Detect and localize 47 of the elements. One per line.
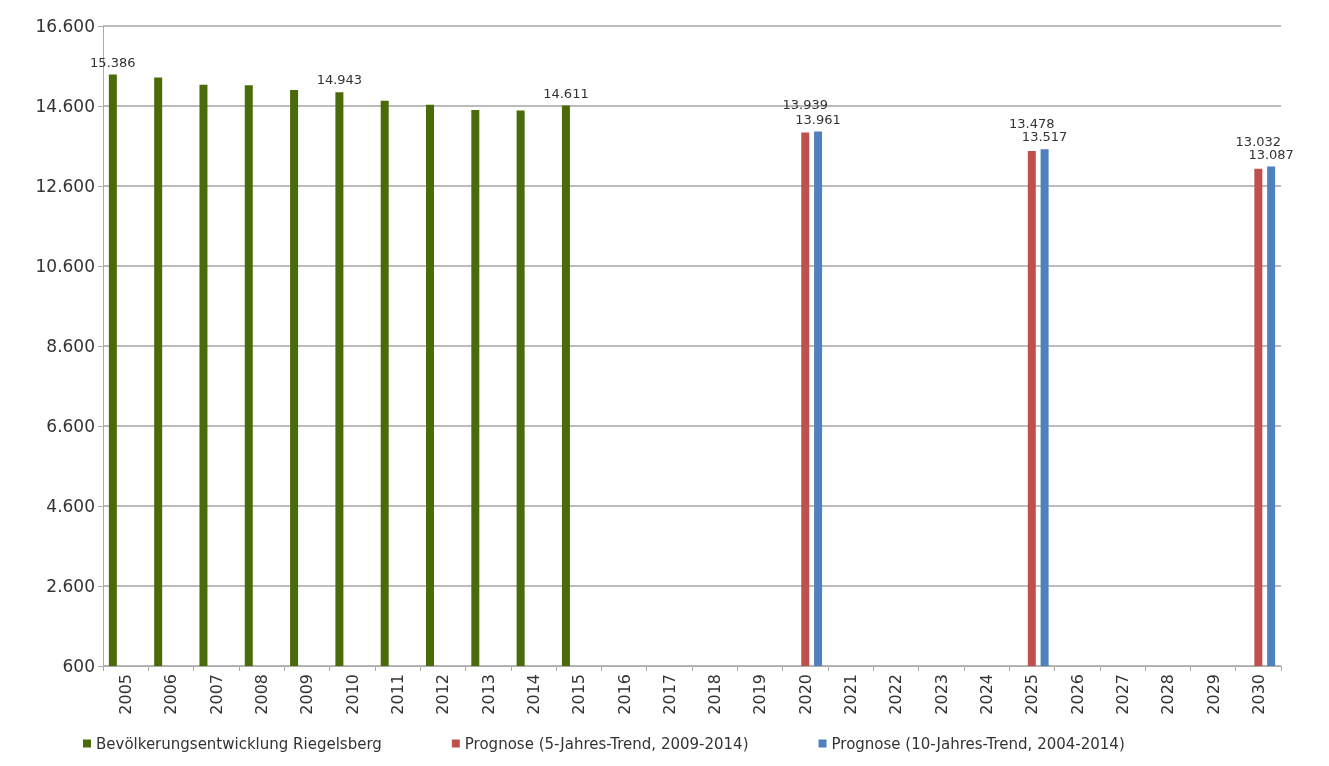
x-tick-label: 2010 xyxy=(342,674,362,715)
data-label: 13.961 xyxy=(795,111,841,127)
y-tick-label: 8.600 xyxy=(46,336,95,356)
legend-label: Bevölkerungsentwicklung Riegelsberg xyxy=(96,734,382,753)
x-tick-label: 2006 xyxy=(161,674,181,715)
x-tick-label: 2021 xyxy=(841,674,861,715)
x-tick-label: 2015 xyxy=(569,674,589,715)
data-label: 13.478 xyxy=(1009,115,1055,131)
y-tick-label: 12.600 xyxy=(35,176,95,196)
x-tick-label: 2005 xyxy=(116,674,136,715)
x-tick-label: 2020 xyxy=(795,674,815,715)
data-label: 13.087 xyxy=(1248,146,1294,162)
y-tick-label: 16.600 xyxy=(35,16,95,36)
x-tick-label: 2016 xyxy=(614,674,634,715)
x-tick-label: 2030 xyxy=(1248,674,1268,715)
x-tick-label: 2011 xyxy=(388,674,407,715)
data-label: 13.032 xyxy=(1235,133,1282,149)
data-label: 14.943 xyxy=(316,72,363,88)
y-tick-label: 6.600 xyxy=(46,416,95,436)
x-tick-label: 2018 xyxy=(705,674,725,715)
x-tick-label: 2029 xyxy=(1203,674,1223,715)
x-tick-label: 2013 xyxy=(478,674,498,715)
x-tick-label: 2014 xyxy=(523,674,543,715)
x-tick-label: 2023 xyxy=(931,674,951,715)
y-tick-label: 4.600 xyxy=(46,496,95,516)
x-tick-label: 2022 xyxy=(886,674,906,715)
x-tick-label: 2007 xyxy=(206,674,226,715)
x-tick-label: 2028 xyxy=(1158,674,1178,715)
data-label: 15.386 xyxy=(90,54,136,70)
y-tick-label: 14.600 xyxy=(35,96,95,116)
y-tick-label: 10.600 xyxy=(35,256,95,276)
x-tick-label: 2012 xyxy=(433,674,453,715)
legend-label: Prognose (5-Jahres-Trend, 2009-2014) xyxy=(464,734,749,753)
x-tick-label: 2008 xyxy=(252,674,272,715)
x-tick-label: 2026 xyxy=(1067,674,1087,715)
data-label: 13.517 xyxy=(1021,129,1068,145)
x-tick-label: 2009 xyxy=(297,674,317,715)
y-tick-label: 600 xyxy=(62,656,95,676)
data-label: 13.939 xyxy=(782,97,829,113)
x-tick-label: 2025 xyxy=(1022,674,1042,715)
x-tick-label: 2027 xyxy=(1112,674,1132,715)
x-tick-label: 2019 xyxy=(750,674,770,715)
data-label: 14.611 xyxy=(543,85,589,101)
legend-label: Prognose (10-Jahres-Trend, 2004-2014) xyxy=(831,734,1125,753)
y-tick-label: 2.600 xyxy=(46,576,95,596)
x-tick-label: 2017 xyxy=(659,674,679,715)
x-tick-label: 2024 xyxy=(977,674,996,715)
